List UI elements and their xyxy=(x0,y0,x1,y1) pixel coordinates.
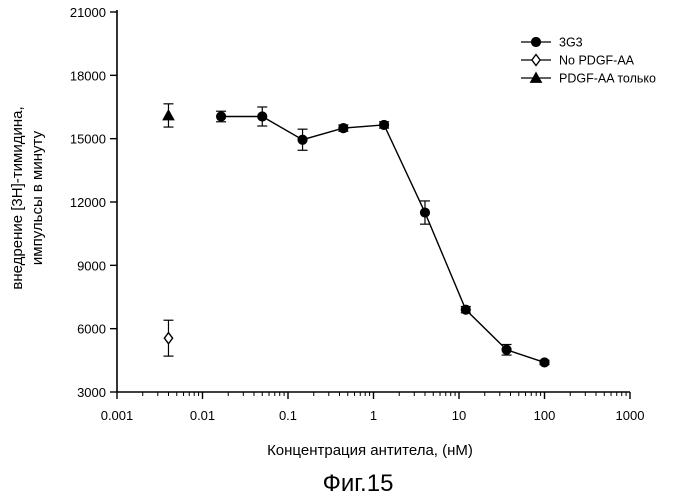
x-tick-label: 1000 xyxy=(616,408,645,423)
x-tick-label: 10 xyxy=(452,408,466,423)
legend-marker xyxy=(531,53,541,67)
y-axis-title-line-1: внедрение [3H]-тимидина, xyxy=(9,106,26,289)
y-tick-label: 9000 xyxy=(77,258,106,273)
y-tick-label: 18000 xyxy=(70,68,106,83)
data-point xyxy=(257,111,268,122)
data-point xyxy=(297,134,308,145)
x-tick-label: 0.1 xyxy=(279,408,297,423)
x-tick-label: 0.01 xyxy=(190,408,215,423)
data-point xyxy=(460,304,471,315)
y-tick-label: 3000 xyxy=(77,385,106,400)
legend-marker xyxy=(529,71,543,83)
series-pdgf-aa- xyxy=(162,103,175,128)
data-point xyxy=(162,108,175,121)
x-tick-labels: 0.001 0.01 0.1 1 10 100 1000 xyxy=(101,408,645,423)
series-line xyxy=(221,115,545,364)
y-axis-title-line-2: импульсы в минуту xyxy=(29,130,46,265)
data-point xyxy=(501,344,512,355)
y-tick-label: 21000 xyxy=(70,5,106,20)
plot-area xyxy=(162,103,550,368)
data-point xyxy=(539,357,550,368)
y-axis-title: внедрение [3H]-тимидина, импульсы в мину… xyxy=(9,106,46,289)
y-tick-label: 12000 xyxy=(70,195,106,210)
axes xyxy=(116,10,630,393)
x-tick-label: 1 xyxy=(370,408,377,423)
data-point xyxy=(215,111,227,122)
legend-label: PDGF-AA только xyxy=(559,72,656,86)
legend-marker xyxy=(530,36,542,48)
figure-caption: Фиг.15 xyxy=(323,470,394,497)
y-ticks xyxy=(110,11,117,393)
legend-label: No PDGF-AA xyxy=(559,54,635,68)
legend-label: 3G3 xyxy=(559,36,583,50)
x-tick-label: 0.001 xyxy=(101,408,134,423)
series-no-pdgf-aa xyxy=(163,319,174,357)
data-point xyxy=(163,331,174,345)
x-ticks xyxy=(116,392,631,399)
x-axis-title: Концентрация антитела, (нМ) xyxy=(267,442,473,459)
data-point xyxy=(338,123,349,134)
y-tick-labels: 3000 6000 9000 12000 15000 18000 21000 xyxy=(70,5,106,400)
data-point xyxy=(378,119,390,131)
series-3g3 xyxy=(215,106,550,368)
x-tick-label: 100 xyxy=(534,408,556,423)
y-tick-label: 6000 xyxy=(77,322,106,337)
data-point xyxy=(419,207,431,218)
y-tick-label: 15000 xyxy=(70,132,106,147)
legend: 3G3 No PDGF-AA PDGF-AA только xyxy=(521,36,656,86)
